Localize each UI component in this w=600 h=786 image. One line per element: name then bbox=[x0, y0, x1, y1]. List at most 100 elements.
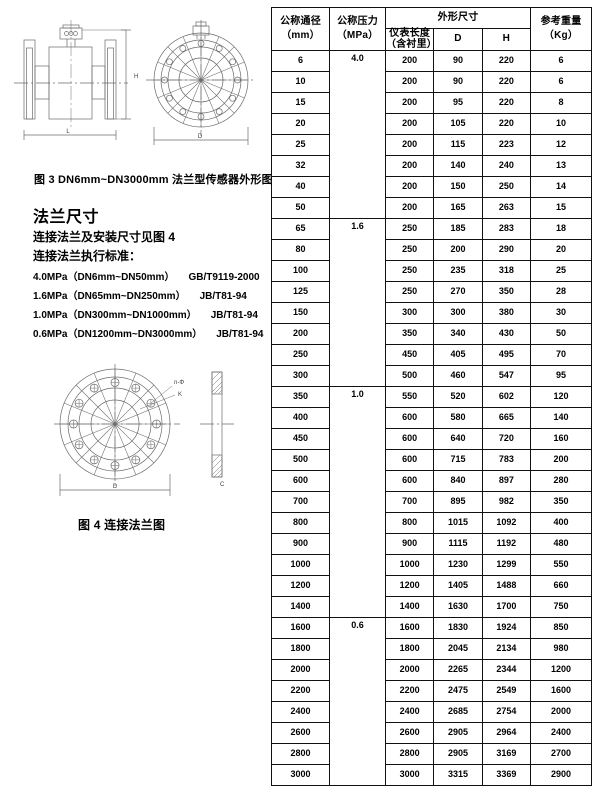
cell-reference-weight: 480 bbox=[530, 533, 592, 555]
cell-reference-weight: 95 bbox=[530, 365, 592, 387]
cell-meter-length: 550 bbox=[384, 386, 435, 408]
cell-h: 220 bbox=[481, 50, 532, 72]
cell-d: 640 bbox=[433, 428, 483, 450]
cell-d: 1115 bbox=[433, 533, 483, 555]
col-header-nominal-diameter: 公称通径 （mm） bbox=[271, 7, 330, 51]
cell-reference-weight: 160 bbox=[530, 428, 592, 450]
cell-meter-length: 2800 bbox=[384, 743, 435, 765]
cell-d: 2265 bbox=[433, 659, 483, 681]
cell-meter-length: 350 bbox=[384, 323, 435, 345]
cell-reference-weight: 140 bbox=[530, 407, 592, 429]
cell-nominal-diameter: 200 bbox=[271, 323, 330, 345]
cell-meter-length: 450 bbox=[384, 344, 435, 366]
cell-reference-weight: 660 bbox=[530, 575, 592, 597]
table-header: 公称通径 （mm） 公称压力 （MPa） 外形尺寸 参考重量 （Kg） bbox=[271, 7, 592, 51]
cell-reference-weight: 8 bbox=[530, 92, 592, 114]
table-row: 32 200 140 240 13 bbox=[271, 155, 592, 177]
cell-reference-weight: 14 bbox=[530, 176, 592, 198]
table-row: 500 600 715 783 200 bbox=[271, 449, 592, 471]
table-row: 400 600 580 665 140 bbox=[271, 407, 592, 429]
cell-reference-weight: 6 bbox=[530, 50, 592, 72]
table-row: 3000 3000 3315 3369 2900 bbox=[271, 764, 592, 786]
cell-h: 220 bbox=[481, 92, 532, 114]
cell-d: 90 bbox=[433, 50, 483, 72]
cell-reference-weight: 2900 bbox=[530, 764, 592, 786]
cell-nominal-diameter: 400 bbox=[271, 407, 330, 429]
cell-nominal-pressure: 1.6 bbox=[329, 218, 386, 387]
cell-d: 150 bbox=[433, 176, 483, 198]
cell-nominal-diameter: 50 bbox=[271, 197, 330, 219]
label-sensor-length: L bbox=[66, 129, 70, 135]
cell-reference-weight: 28 bbox=[530, 281, 592, 303]
cell-d: 1405 bbox=[433, 575, 483, 597]
cell-nominal-diameter: 600 bbox=[271, 470, 330, 492]
table-header-row-1: 公称通径 （mm） 公称压力 （MPa） 外形尺寸 参考重量 （Kg） bbox=[271, 7, 592, 51]
cell-reference-weight: 25 bbox=[530, 260, 592, 282]
cell-meter-length: 3000 bbox=[384, 764, 435, 786]
sensor-outline-drawings: L H D bbox=[8, 18, 264, 153]
cell-meter-length: 600 bbox=[384, 428, 435, 450]
specification-table-wrapper: 公称通径 （mm） 公称压力 （MPa） 外形尺寸 参考重量 （Kg） bbox=[271, 7, 592, 786]
table-row: 1600 0.6 1600 1830 1924 850 bbox=[271, 617, 592, 786]
cell-meter-length: 1400 bbox=[384, 596, 435, 618]
cell-reference-weight: 280 bbox=[530, 470, 592, 492]
standard-range-3: 1.0MPa（DN300mm~DN1000mm） bbox=[33, 310, 197, 321]
cell-d: 1830 bbox=[433, 617, 483, 639]
table-row: 1000 1000 1230 1299 550 bbox=[271, 554, 592, 576]
cell-d: 235 bbox=[433, 260, 483, 282]
cell-reference-weight: 6 bbox=[530, 71, 592, 93]
col-header-nominal-pressure-unit: （MPa） bbox=[336, 29, 379, 41]
cell-meter-length: 250 bbox=[384, 218, 435, 240]
cell-nominal-diameter: 700 bbox=[271, 491, 330, 513]
cell-meter-length: 600 bbox=[384, 449, 435, 471]
table-row: 350 1.0 550 520 602 120 bbox=[271, 386, 592, 618]
table-row: 600 600 840 897 280 bbox=[271, 470, 592, 492]
cell-d: 1015 bbox=[433, 512, 483, 534]
table-row: 65 1.6 250 185 283 18 bbox=[271, 218, 592, 387]
cell-nominal-diameter: 2000 bbox=[271, 659, 330, 681]
table-row: 15 200 95 220 8 bbox=[271, 92, 592, 114]
cell-meter-length: 800 bbox=[384, 512, 435, 534]
cell-reference-weight: 2000 bbox=[530, 701, 592, 723]
table-row: 300 500 460 547 95 bbox=[271, 365, 592, 387]
cell-h: 2754 bbox=[481, 701, 532, 723]
cell-d: 580 bbox=[433, 407, 483, 429]
cell-h: 430 bbox=[481, 323, 532, 345]
col-header-nominal-pressure-text: 公称压力 bbox=[337, 16, 378, 27]
col-header-meter-length: 仪表长度 （含衬里） bbox=[384, 28, 437, 51]
cell-reference-weight: 750 bbox=[530, 596, 592, 618]
cell-nominal-diameter: 100 bbox=[271, 260, 330, 282]
cell-d: 105 bbox=[433, 113, 483, 135]
table-row: 2800 2800 2905 3169 2700 bbox=[271, 743, 592, 765]
cell-h: 897 bbox=[481, 470, 532, 492]
cell-h: 318 bbox=[481, 260, 532, 282]
col-header-meter-length-text: 仪表长度 bbox=[389, 28, 431, 39]
table-row: 125 250 270 350 28 bbox=[271, 281, 592, 303]
cell-nominal-diameter: 500 bbox=[271, 449, 330, 471]
col-header-nominal-diameter-unit: （mm） bbox=[281, 29, 320, 41]
cell-meter-length: 1800 bbox=[384, 638, 435, 660]
table-row: 450 600 640 720 160 bbox=[271, 428, 592, 450]
cell-meter-length: 900 bbox=[384, 533, 435, 555]
cell-h: 3169 bbox=[481, 743, 532, 765]
cell-meter-length: 2600 bbox=[384, 722, 435, 744]
standard-range-4: 0.6MPa（DN1200mm~DN3000mm） bbox=[33, 329, 203, 340]
cell-h: 283 bbox=[481, 218, 532, 240]
cell-reference-weight: 550 bbox=[530, 554, 592, 576]
cell-meter-length: 500 bbox=[384, 365, 435, 387]
cell-nominal-diameter: 20 bbox=[271, 113, 330, 135]
cell-meter-length: 200 bbox=[384, 50, 435, 72]
table-row: 200 350 340 430 50 bbox=[271, 323, 592, 345]
table-row: 50 200 165 263 15 bbox=[271, 197, 592, 219]
cell-meter-length: 200 bbox=[384, 197, 435, 219]
cell-meter-length: 2400 bbox=[384, 701, 435, 723]
figure-4-caption: 图 4 连接法兰图 bbox=[78, 518, 166, 532]
col-header-nominal-diameter-text: 公称通径 bbox=[280, 16, 321, 27]
cell-meter-length: 200 bbox=[384, 92, 435, 114]
table-row: 2600 2600 2905 2964 2400 bbox=[271, 722, 592, 744]
cell-nominal-diameter: 250 bbox=[271, 344, 330, 366]
cell-nominal-pressure: 4.0 bbox=[329, 50, 386, 219]
cell-d: 715 bbox=[433, 449, 483, 471]
cell-d: 520 bbox=[433, 386, 483, 408]
flange-install-reference-line: 连接法兰及安装尺寸见图 4 bbox=[33, 230, 176, 244]
